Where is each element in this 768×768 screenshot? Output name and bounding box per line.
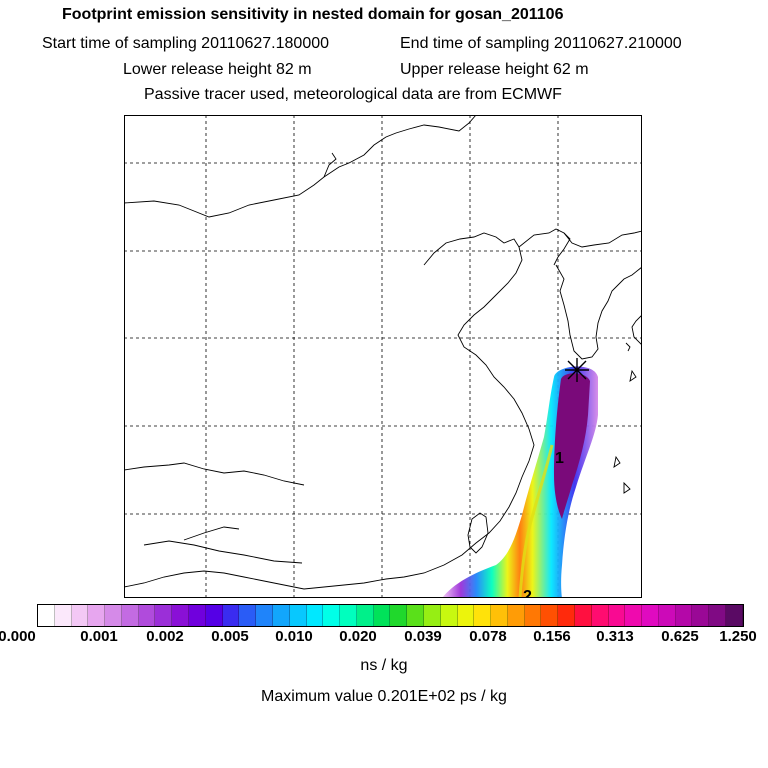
- footprint-plume: [442, 366, 598, 598]
- plume-label-1: 1: [555, 450, 564, 467]
- plume-mid: [518, 444, 554, 598]
- colorbar-units: ns / kg: [360, 657, 408, 674]
- colorbar-swatch-15: [289, 605, 307, 626]
- colorbar-tick-10: 0.625: [661, 628, 699, 645]
- colorbar-swatch-39: [692, 605, 710, 626]
- colorbar-swatch-27: [491, 605, 508, 626]
- colorbar-tick-3: 0.005: [211, 628, 249, 645]
- colorbar-swatch-25: [457, 605, 475, 626]
- colorbar-swatch-1: [54, 605, 72, 626]
- colorbar-swatch-40: [709, 605, 727, 626]
- lat-lon-grid: [124, 115, 642, 598]
- plume-label-2: 2: [523, 588, 532, 598]
- colorbar-tick-6: 0.039: [404, 628, 442, 645]
- map-content: 1 2: [124, 115, 642, 598]
- colorbar-swatch-20: [373, 605, 391, 626]
- colorbar-swatch-41: [726, 605, 743, 626]
- colorbar-swatch-3: [88, 605, 106, 626]
- end-time-label: End time of sampling 20110627.210000: [400, 35, 682, 52]
- start-time-label: Start time of sampling 20110627.180000: [42, 35, 330, 52]
- colorbar-swatch-9: [189, 605, 206, 626]
- plume-core: [554, 373, 590, 519]
- colorbar-swatch-14: [272, 605, 290, 626]
- colorbar-swatch-8: [172, 605, 190, 626]
- colorbar-swatch-18: [340, 605, 357, 626]
- colorbar-swatch-34: [608, 605, 626, 626]
- footprint-map: 1 2: [124, 115, 642, 598]
- colorbar-swatch-23: [423, 605, 441, 626]
- colorbar-swatch-22: [407, 605, 424, 626]
- colorbar-swatch-33: [591, 605, 609, 626]
- colorbar: [37, 604, 744, 627]
- upper-release-label: Upper release height 62 m: [400, 61, 589, 78]
- max-value-label: Maximum value 0.201E+02 ps / kg: [261, 688, 507, 705]
- colorbar-swatch-7: [155, 605, 173, 626]
- colorbar-swatch-36: [642, 605, 659, 626]
- colorbar-swatch-17: [323, 605, 341, 626]
- colorbar-swatch-5: [121, 605, 139, 626]
- colorbar-tick-0: 0.000: [0, 628, 36, 645]
- colorbar-swatch-19: [356, 605, 374, 626]
- colorbar-swatch-30: [541, 605, 559, 626]
- colorbar-swatch-38: [675, 605, 693, 626]
- colorbar-swatch-35: [625, 605, 643, 626]
- colorbar-ticks: 0.000 0.001 0.002 0.005 0.010 0.020 0.03…: [0, 628, 768, 648]
- tracer-info-label: Passive tracer used, meteorological data…: [144, 86, 562, 103]
- colorbar-swatch-37: [658, 605, 676, 626]
- colorbar-swatch-24: [440, 605, 458, 626]
- colorbar-tick-11: 1.250: [719, 628, 757, 645]
- colorbar-swatch-11: [222, 605, 240, 626]
- colorbar-swatch-16: [306, 605, 324, 626]
- colorbar-swatch-32: [575, 605, 592, 626]
- colorbar-swatch-13: [256, 605, 273, 626]
- colorbar-swatch-31: [558, 605, 575, 626]
- colorbar-swatch-6: [138, 605, 156, 626]
- plot-title: Footprint emission sensitivity in nested…: [62, 6, 564, 23]
- colorbar-tick-2: 0.002: [146, 628, 184, 645]
- colorbar-swatch-0: [38, 605, 55, 626]
- colorbar-swatch-4: [105, 605, 122, 626]
- colorbar-swatch-2: [71, 605, 89, 626]
- colorbar-swatch-28: [507, 605, 525, 626]
- colorbar-tick-9: 0.313: [596, 628, 634, 645]
- map-frame: [124, 115, 642, 598]
- colorbar-swatch-21: [390, 605, 408, 626]
- colorbar-swatch-26: [474, 605, 492, 626]
- station-star-icon: [565, 358, 589, 382]
- colorbar-tick-5: 0.020: [339, 628, 377, 645]
- coastlines: [124, 115, 642, 590]
- colorbar-tick-7: 0.078: [469, 628, 507, 645]
- colorbar-swatch-12: [239, 605, 257, 626]
- colorbar-swatch-10: [205, 605, 223, 626]
- colorbar-tick-8: 0.156: [533, 628, 571, 645]
- colorbar-tick-1: 0.001: [80, 628, 118, 645]
- colorbar-tick-4: 0.010: [275, 628, 313, 645]
- colorbar-swatch-29: [524, 605, 542, 626]
- lower-release-label: Lower release height 82 m: [123, 61, 312, 78]
